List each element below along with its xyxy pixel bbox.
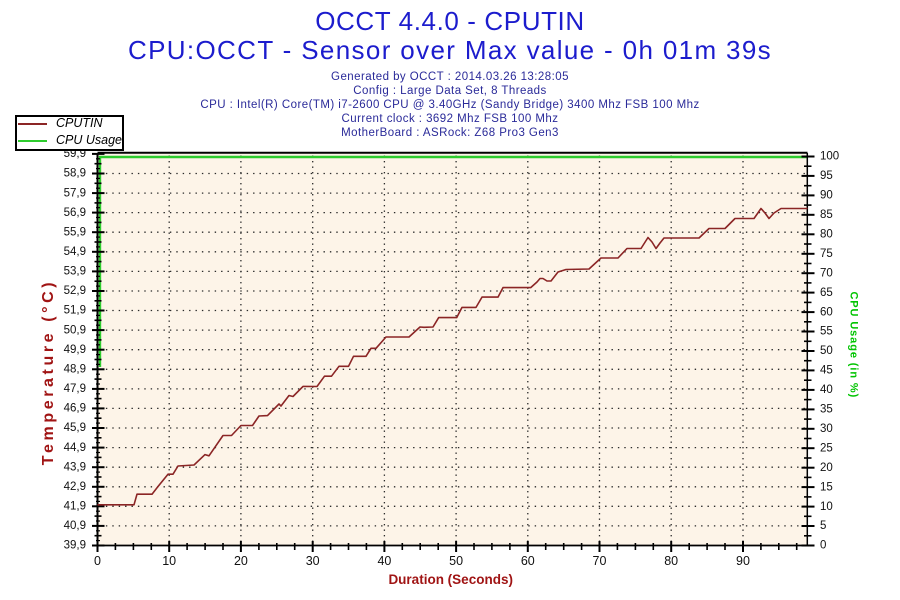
svg-text:49,9: 49,9 [64,344,86,356]
svg-text:10: 10 [162,554,176,568]
svg-text:43,9: 43,9 [64,461,86,473]
svg-text:50: 50 [449,554,463,568]
svg-text:58,9: 58,9 [64,168,86,180]
svg-text:30: 30 [306,554,320,568]
svg-text:42,9: 42,9 [64,481,86,493]
svg-text:Temperature (°C): Temperature (°C) [40,279,57,465]
svg-text:59,9: 59,9 [64,148,86,160]
svg-text:90: 90 [736,554,750,568]
svg-text:85: 85 [820,209,833,221]
svg-text:45,9: 45,9 [64,422,86,434]
svg-text:90: 90 [820,190,833,202]
svg-text:47,9: 47,9 [64,383,86,395]
svg-text:100: 100 [820,151,839,163]
svg-text:44,9: 44,9 [64,442,86,454]
svg-text:80: 80 [820,229,833,241]
svg-text:75: 75 [820,248,833,260]
svg-text:51,9: 51,9 [64,305,86,317]
svg-text:60: 60 [820,306,833,318]
svg-text:80: 80 [664,554,678,568]
svg-text:50,9: 50,9 [64,324,86,336]
svg-text:50: 50 [820,345,833,357]
svg-text:56,9: 56,9 [64,207,86,219]
svg-text:53,9: 53,9 [64,266,86,278]
svg-text:46,9: 46,9 [64,403,86,415]
svg-text:10: 10 [820,501,833,513]
svg-text:60: 60 [521,554,535,568]
svg-text:40: 40 [377,554,391,568]
svg-text:54,9: 54,9 [64,246,86,258]
svg-text:39,9: 39,9 [64,540,86,552]
svg-text:0: 0 [820,540,826,552]
svg-text:57,9: 57,9 [64,187,86,199]
svg-text:55: 55 [820,326,833,338]
svg-text:65: 65 [820,287,833,299]
svg-text:52,9: 52,9 [64,285,86,297]
svg-text:95: 95 [820,170,833,182]
svg-text:48,9: 48,9 [64,364,86,376]
svg-text:CPU Usage (in %): CPU Usage (in %) [848,291,860,398]
svg-text:0: 0 [94,554,101,568]
svg-text:41,9: 41,9 [64,501,86,513]
svg-text:5: 5 [820,520,826,532]
svg-text:25: 25 [820,442,833,454]
svg-text:70: 70 [820,267,833,279]
svg-text:70: 70 [593,554,607,568]
svg-text:45: 45 [820,365,833,377]
svg-text:15: 15 [820,481,833,493]
svg-text:20: 20 [234,554,248,568]
svg-text:40,9: 40,9 [64,520,86,532]
svg-text:40: 40 [820,384,833,396]
svg-text:20: 20 [820,462,833,474]
svg-text:35: 35 [820,404,833,416]
svg-text:Duration (Seconds): Duration (Seconds) [388,572,513,587]
svg-text:30: 30 [820,423,833,435]
svg-text:55,9: 55,9 [64,226,86,238]
